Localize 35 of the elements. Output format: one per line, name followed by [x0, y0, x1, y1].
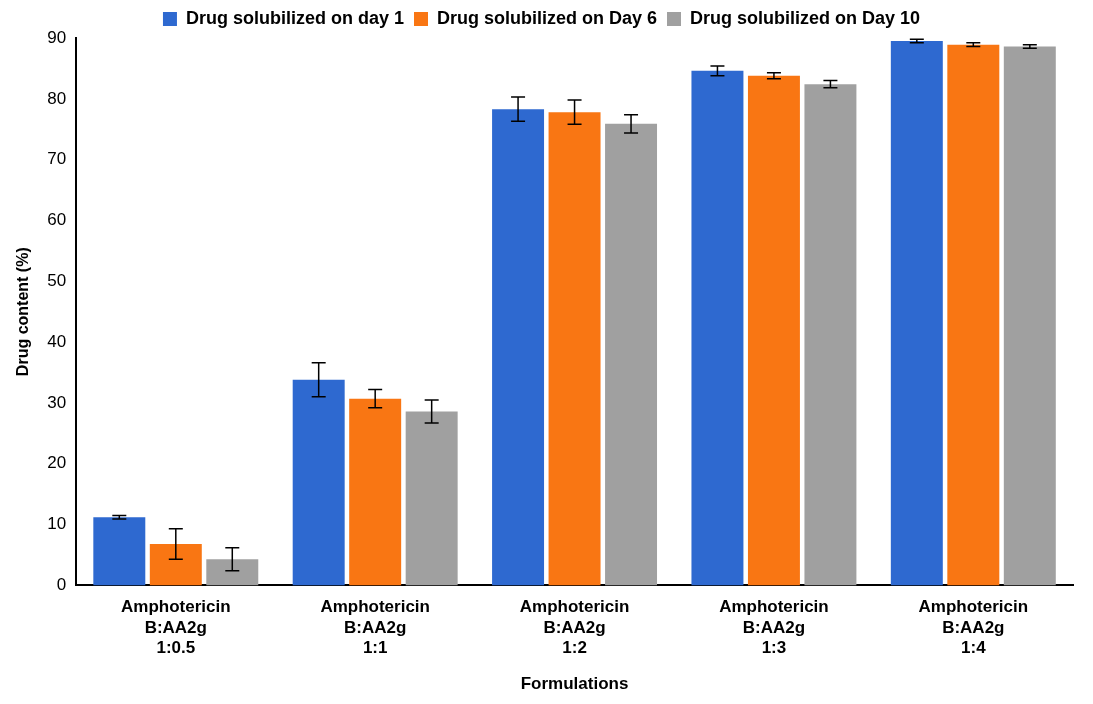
y-tick-label: 70: [47, 149, 67, 169]
y-tick-label: 40: [47, 331, 67, 351]
bar: [405, 411, 458, 586]
bar: [804, 84, 857, 586]
bar: [691, 70, 744, 586]
legend-label: Drug solubilized on Day 6: [436, 7, 658, 28]
y-tick-label: 0: [56, 575, 67, 595]
x-axis-title: Formulations: [520, 674, 629, 694]
bar: [292, 379, 345, 586]
y-axis-title: Drug content (%): [14, 247, 32, 377]
y-tick-label: 60: [47, 210, 67, 230]
bar: [206, 559, 259, 586]
bar: [947, 44, 1000, 586]
y-tick-label: 20: [47, 453, 67, 473]
y-tick-label: 10: [47, 514, 67, 534]
y-tick-label: 90: [47, 27, 67, 47]
x-tick-label: Amphotericin B:AA2g 1:4: [918, 597, 1029, 658]
bar: [548, 112, 601, 586]
legend-label: Drug solubilized on Day 10: [690, 7, 921, 28]
bar: [890, 41, 943, 586]
x-tick-label: Amphotericin B:AA2g 1:1: [320, 597, 430, 658]
bar: [149, 544, 202, 586]
y-tick-label: 80: [47, 88, 67, 108]
x-tick-label: Amphotericin B:AA2g 1:3: [719, 597, 829, 658]
bar: [349, 398, 402, 586]
legend-label: Drug solubilized on day 1: [185, 7, 404, 28]
y-tick-label: 50: [47, 270, 67, 290]
bar: [747, 75, 800, 586]
x-tick-label: Amphotericin B:AA2g 1:2: [519, 597, 630, 658]
bar: [93, 517, 146, 586]
x-tick-label: Amphotericin B:AA2g 1:0.5: [121, 597, 231, 658]
bar: [1003, 46, 1056, 586]
bar: [605, 123, 658, 586]
y-tick-label: 30: [47, 392, 67, 412]
bar: [492, 109, 545, 586]
